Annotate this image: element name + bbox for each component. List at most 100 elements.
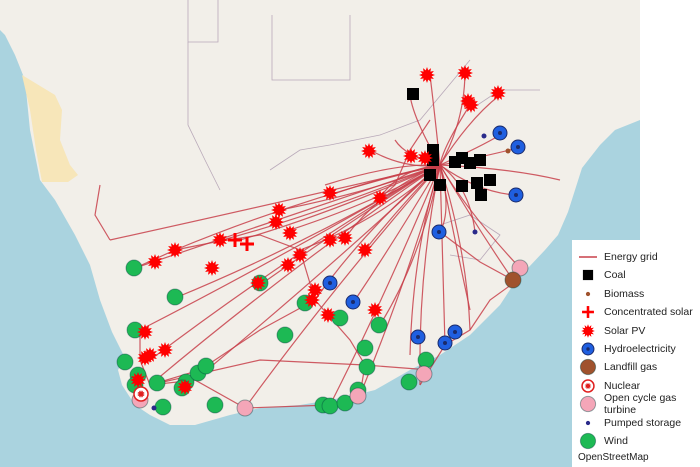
solar-pv-icon [304, 292, 320, 308]
land [0, 0, 640, 425]
coal-icon [582, 270, 594, 281]
legend-label: Open cycle gas turbine [604, 392, 677, 417]
solar-pv-icon [212, 232, 228, 248]
coal-icon [464, 157, 476, 169]
grid-line [354, 164, 441, 301]
solar-pv-icon [460, 93, 476, 109]
hydro-center-icon [416, 335, 420, 339]
solar-pv-icon [403, 148, 419, 164]
legend-item-wind: Wind [578, 432, 628, 450]
solar-pv-icon [292, 247, 308, 263]
border-line [269, 59, 471, 171]
circle-icon [578, 358, 598, 376]
hydro-center-icon [516, 145, 520, 149]
grid-line [419, 281, 516, 386]
circle-marker-icon [504, 271, 522, 289]
grid-line [379, 119, 431, 199]
hydro-center-icon [443, 341, 447, 345]
legend-label: Wind [604, 435, 628, 447]
solar-pv-icon [417, 150, 433, 166]
circle-marker-icon [148, 374, 166, 392]
grid-line [194, 164, 441, 381]
grid-line [109, 164, 441, 241]
legend-label: Solar PV [604, 324, 646, 337]
hydro-center-icon [586, 347, 590, 351]
coal-icon [456, 180, 468, 192]
circle-marker-icon [400, 373, 418, 391]
cross-icon [228, 238, 242, 242]
border-line [439, 214, 501, 261]
solar-pv-icon [142, 347, 158, 363]
solar-pv-icon [337, 230, 353, 246]
solar-pv-icon [322, 185, 338, 201]
legend-item-solar-pv: Solar PV [578, 322, 645, 340]
solar-pv-icon [147, 254, 163, 270]
cross-icon [578, 303, 598, 321]
circle-marker-icon [116, 353, 134, 371]
solar-pv-icon [361, 143, 377, 159]
dot-icon [151, 405, 157, 411]
grid-line [139, 164, 441, 331]
dot-icon [472, 229, 478, 235]
coal-icon [407, 88, 419, 100]
solar-pv-icon [167, 242, 183, 258]
border-line [271, 15, 351, 81]
legend-label: Concentrated solar [604, 306, 693, 319]
grid-line [329, 164, 441, 406]
solar-pv-icon [372, 190, 388, 206]
legend-label: Hydroelectricity [604, 343, 676, 355]
starburst-icon [578, 322, 598, 340]
square-icon [578, 266, 598, 284]
hydro-center-icon [328, 281, 332, 285]
cross-icon [582, 310, 594, 314]
circle-marker-icon [417, 351, 435, 369]
legend: Energy grid Coal Biomass Concentrated solar… [572, 240, 700, 467]
legend-item-concentrated-solar: Concentrated solar [578, 303, 693, 321]
legend-item-coal: Coal [578, 266, 626, 284]
hydro-center-icon [437, 230, 441, 234]
grid-line [439, 231, 514, 281]
coal-icon [434, 179, 446, 191]
grid-line [214, 164, 441, 243]
solar-pv-icon [204, 260, 220, 276]
legend-label: Pumped storage [604, 416, 682, 429]
hydro-center-icon [453, 330, 457, 334]
solar-pv-icon [322, 232, 338, 248]
circle-icon [578, 395, 598, 413]
circle-marker-icon [125, 259, 143, 277]
coal-icon [427, 144, 439, 156]
circle-marker-icon [331, 309, 349, 327]
circled-cross-icon [578, 377, 598, 395]
solar-pv-icon [157, 342, 173, 358]
coal-icon [474, 154, 486, 166]
circle-marker-icon [154, 398, 172, 416]
legend-item-biomass: Biomass [578, 285, 644, 303]
circle-marker-icon [579, 359, 597, 376]
hydro-center-icon [514, 193, 518, 197]
border-line [187, 42, 221, 191]
hydro-center-icon [351, 300, 355, 304]
line-icon [578, 248, 598, 266]
solar-pv-icon [419, 67, 435, 83]
grid-line [239, 164, 441, 241]
grid-line [439, 164, 476, 233]
grid-line [439, 104, 471, 166]
circle-marker-icon [415, 365, 433, 383]
legend-label: Landfill gas [604, 361, 658, 374]
solar-pv-icon [457, 65, 473, 81]
circle-marker-icon [356, 339, 374, 357]
legend-label: Coal [604, 269, 626, 282]
map-attribution[interactable]: OpenStreetMap [578, 452, 649, 463]
legend-label: Energy grid [604, 251, 658, 263]
circle-marker-icon [336, 394, 354, 412]
dot-icon [505, 148, 511, 154]
circle-marker-icon [276, 326, 294, 344]
legend-item-open-cycle-gas-turbine: Open cycle gas turbine [578, 392, 700, 417]
solar-pv-icon [130, 372, 146, 388]
circle-marker-icon [370, 316, 388, 334]
circle-marker-icon [579, 432, 597, 450]
legend-label: Biomass [604, 287, 645, 300]
circle-marker-icon [166, 288, 184, 306]
coal-icon [475, 189, 487, 201]
